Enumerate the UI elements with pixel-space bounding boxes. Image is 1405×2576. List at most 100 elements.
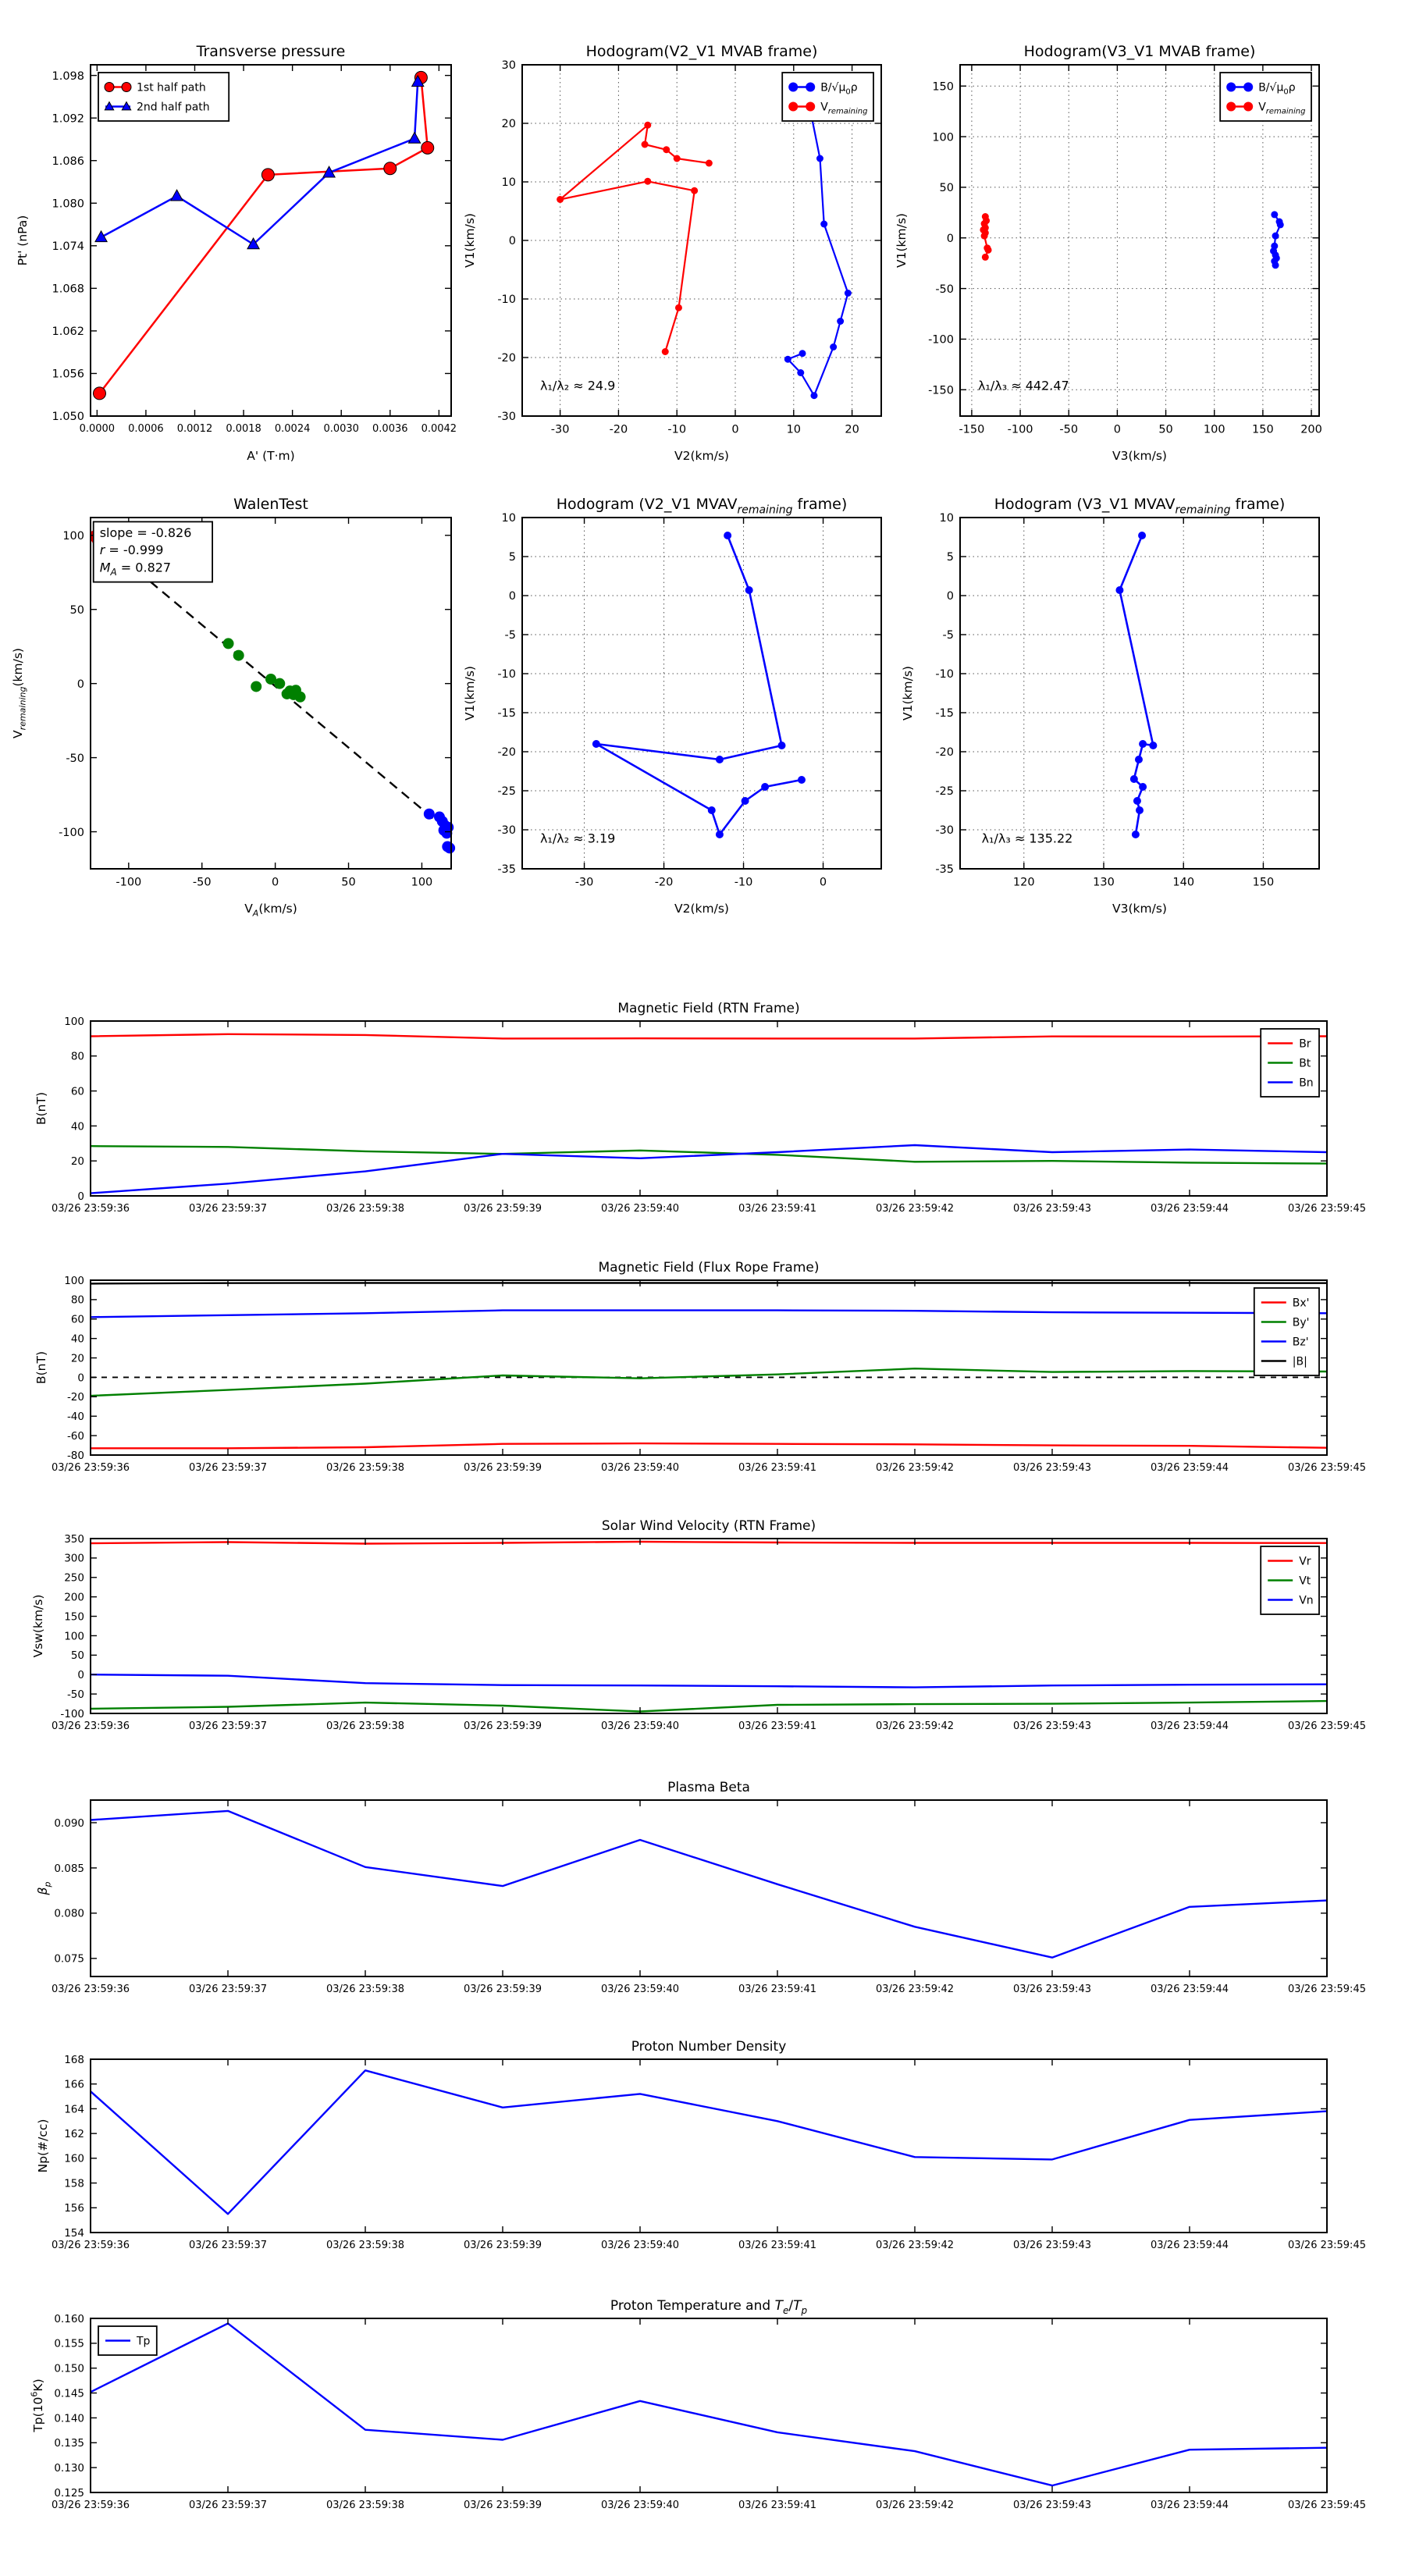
svg-text:100: 100	[64, 1016, 84, 1028]
chart-hodogram-v2v1-mvab: -30 -20 -10 0 10 20 -30 -20 -10 0 10 20 30 Hodogram(V…	[463, 43, 882, 463]
svg-text:0: 0	[509, 590, 516, 603]
svg-text:03/26 23:59:38: 03/26 23:59:38	[326, 2240, 404, 2251]
svg-text:-50: -50	[66, 753, 84, 765]
svg-text:03/26 23:59:41: 03/26 23:59:41	[738, 1984, 816, 1995]
svg-text:|B|: |B|	[1293, 1356, 1307, 1368]
svg-text:-100: -100	[59, 827, 84, 839]
svg-text:-20: -20	[497, 352, 516, 365]
svg-text:0: 0	[947, 233, 954, 245]
svg-text:100: 100	[411, 877, 433, 889]
svg-text:03/26 23:59:43: 03/26 23:59:43	[1013, 2240, 1091, 2251]
svg-text:0.0018: 0.0018	[226, 423, 261, 435]
svg-text:1.056: 1.056	[52, 368, 84, 381]
svg-text:03/26 23:59:40: 03/26 23:59:40	[601, 1203, 679, 1215]
chart-magnetic-field-flux-rope: 03/26 23:59:36 03/26 23:59:37 03/26 23:59:…	[34, 1260, 1366, 1474]
svg-text:Transverse pressure: Transverse pressure	[196, 43, 346, 60]
svg-text:03/26 23:59:36: 03/26 23:59:36	[52, 1720, 130, 1732]
svg-text:0.0006: 0.0006	[128, 423, 164, 435]
svg-text:-30: -30	[551, 424, 570, 436]
svg-text:-10: -10	[497, 294, 516, 306]
svg-text:03/26 23:59:44: 03/26 23:59:44	[1151, 2500, 1229, 2511]
svg-text:03/26 23:59:37: 03/26 23:59:37	[189, 2500, 267, 2511]
svg-text:100: 100	[932, 131, 954, 144]
svg-text:Vt: Vt	[1299, 1575, 1311, 1588]
svg-text:100: 100	[62, 530, 84, 543]
svg-text:-30: -30	[575, 877, 594, 889]
svg-text:V1(km/s): V1(km/s)	[463, 666, 477, 720]
svg-text:03/26 23:59:38: 03/26 23:59:38	[326, 1720, 404, 1732]
svg-text:03/26 23:59:36: 03/26 23:59:36	[52, 1984, 130, 1995]
chart-proton-number-density: 03/26 23:59:36 03/26 23:59:37 03/26 23:59:…	[36, 2039, 1366, 2251]
svg-text:λ₁/λ₂ ≈ 24.9: λ₁/λ₂ ≈ 24.9	[540, 378, 615, 393]
svg-text:Bt: Bt	[1299, 1058, 1311, 1070]
svg-text:40: 40	[71, 1333, 84, 1346]
chart-transverse-pressure: 0.0000 0.0006 0.0012 0.0018 0.0024 0.0030 0.00…	[16, 43, 457, 463]
svg-text:slope = -0.826: slope = -0.826	[100, 525, 192, 540]
svg-text:0: 0	[77, 678, 84, 691]
svg-text:03/26 23:59:42: 03/26 23:59:42	[876, 1720, 954, 1732]
svg-text:130: 130	[1093, 877, 1115, 889]
svg-text:0.0012: 0.0012	[177, 423, 213, 435]
svg-text:158: 158	[64, 2177, 84, 2190]
svg-text:100: 100	[1204, 424, 1225, 436]
svg-text:VA(km/s): VA(km/s)	[244, 902, 297, 918]
svg-text:03/26 23:59:38: 03/26 23:59:38	[326, 1984, 404, 1995]
svg-text:0.160: 0.160	[54, 2313, 84, 2325]
svg-text:40: 40	[71, 1120, 84, 1133]
svg-text:168: 168	[64, 2054, 84, 2066]
svg-text:164: 164	[64, 2103, 84, 2115]
svg-text:160: 160	[64, 2153, 84, 2165]
svg-text:Proton Temperature and Te/Tp: Proton Temperature and Te/Tp	[610, 2298, 808, 2316]
svg-text:Hodogram(V2_V1 MVAB frame): Hodogram(V2_V1 MVAB frame)	[586, 43, 818, 60]
svg-text:10: 10	[940, 512, 954, 525]
svg-text:03/26 23:59:45: 03/26 23:59:45	[1288, 2500, 1366, 2511]
svg-text:-20: -20	[497, 746, 516, 759]
svg-text:1.074: 1.074	[52, 240, 84, 253]
svg-text:03/26 23:59:43: 03/26 23:59:43	[1013, 2500, 1091, 2511]
svg-text:60: 60	[71, 1085, 84, 1098]
svg-text:03/26 23:59:37: 03/26 23:59:37	[189, 1720, 267, 1732]
svg-text:-10: -10	[935, 668, 954, 681]
svg-text:150: 150	[1252, 424, 1274, 436]
svg-text:03/26 23:59:45: 03/26 23:59:45	[1288, 1462, 1366, 1474]
svg-text:120: 120	[1013, 877, 1035, 889]
svg-text:V3(km/s): V3(km/s)	[1112, 902, 1167, 916]
chart-hodogram-v3v1-mvav: 120 130 140 150 -35 -30 -25 -20 -15 -10 -5 0 5 10 Hodo…	[901, 496, 1320, 916]
svg-text:03/26 23:59:40: 03/26 23:59:40	[601, 2240, 679, 2251]
svg-text:0.145: 0.145	[54, 2387, 84, 2400]
svg-text:-20: -20	[655, 877, 674, 889]
svg-text:0.155: 0.155	[54, 2338, 84, 2350]
svg-text:0.0030: 0.0030	[323, 423, 359, 435]
svg-text:03/26 23:59:38: 03/26 23:59:38	[326, 2500, 404, 2511]
svg-text:03/26 23:59:39: 03/26 23:59:39	[464, 1720, 542, 1732]
svg-text:Vremaining: Vremaining	[820, 101, 867, 116]
svg-text:Hodogram (V2_V1 MVAVremaining: Hodogram (V2_V1 MVAVremaining frame)	[557, 496, 848, 516]
svg-text:50: 50	[71, 1649, 84, 1662]
chart-plasma-beta: 03/26 23:59:36 03/26 23:59:37 03/26 23:59:…	[36, 1780, 1366, 1995]
svg-text:03/26 23:59:45: 03/26 23:59:45	[1288, 1720, 1366, 1732]
svg-text:200: 200	[1300, 424, 1322, 436]
svg-text:-100: -100	[928, 334, 954, 347]
svg-text:1st half path: 1st half path	[137, 82, 206, 94]
chart-magnetic-field-rtn: 03/26 23:59:36 03/26 23:59:37 03/26 23:59:…	[34, 1001, 1366, 1215]
svg-text:60: 60	[71, 1314, 84, 1326]
svg-text:03/26 23:59:44: 03/26 23:59:44	[1151, 1984, 1229, 1995]
svg-text:-20: -20	[610, 424, 628, 436]
svg-text:0.0042: 0.0042	[422, 423, 457, 435]
svg-text:0: 0	[509, 235, 516, 247]
svg-text:03/26 23:59:44: 03/26 23:59:44	[1151, 1203, 1229, 1215]
svg-text:1.086: 1.086	[52, 155, 84, 168]
svg-text:Hodogram(V3_V1 MVAB frame): Hodogram(V3_V1 MVAB frame)	[1024, 43, 1256, 60]
svg-text:Magnetic Field (Flux Rope Fram: Magnetic Field (Flux Rope Frame)	[599, 1260, 820, 1276]
svg-text:-35: -35	[497, 863, 516, 876]
svg-text:03/26 23:59:37: 03/26 23:59:37	[189, 1462, 267, 1474]
chart-hodogram-v3v1-mvab: -150 -100 -50 0 50 100 150 200 -150 -100 -50 0 50 100…	[895, 43, 1322, 463]
svg-text:λ₁/λ₂ ≈ 3.19: λ₁/λ₂ ≈ 3.19	[540, 831, 615, 845]
svg-text:Bx': Bx'	[1293, 1297, 1310, 1310]
svg-text:03/26 23:59:38: 03/26 23:59:38	[326, 1203, 404, 1215]
svg-text:-100: -100	[116, 877, 141, 889]
svg-text:-10: -10	[667, 424, 686, 436]
chart-walen-test: -100 -50 0 50 100 -100 -50 0 50 100 WalenTest VA(km…	[11, 496, 456, 918]
svg-text:20: 20	[845, 424, 859, 436]
svg-text:Vsw(km/s): Vsw(km/s)	[31, 1595, 45, 1658]
